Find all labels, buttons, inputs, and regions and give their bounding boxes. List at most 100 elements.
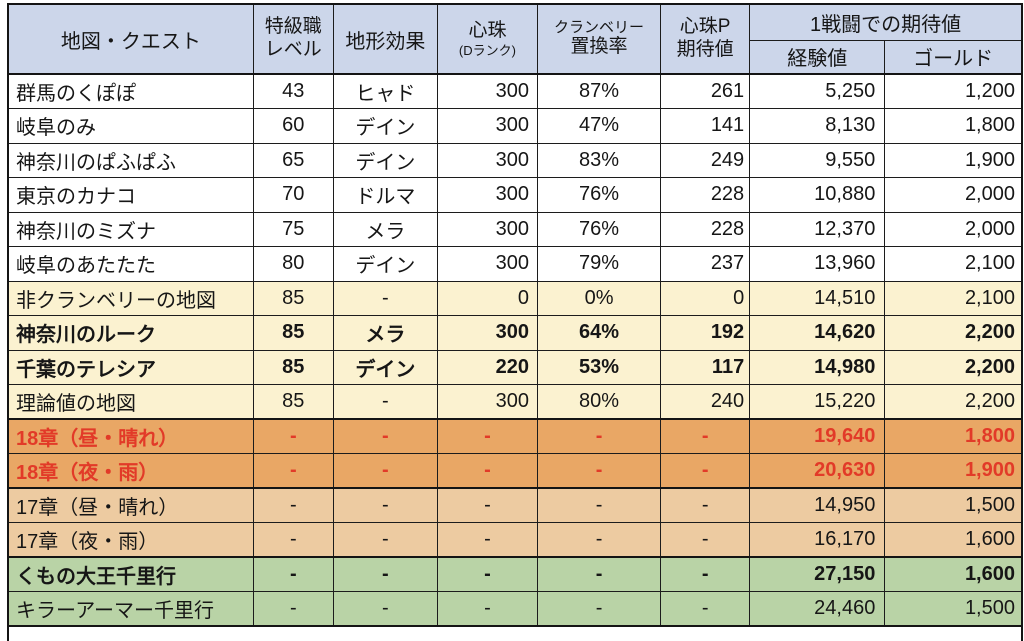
cell-pearl: 300 [436,108,539,144]
cell-exp: 13,960 [749,246,886,282]
cell-terrain: - [332,556,438,592]
table-row: 東京のカナコ 70 ドルマ 300 76% 228 10,880 2,000 [7,177,1023,213]
cell-rate: 64% [536,315,662,351]
cell-pearl-p: 240 [660,384,751,420]
cell-exp: 16,170 [749,522,886,558]
cell-gold: 1,900 [884,453,1023,489]
cell-map-name: キラーアーマー千里行 [7,591,254,627]
table-row: 神奈川のぱふぱふ 65 デイン 300 83% 249 9,550 1,900 [7,142,1023,178]
cell-pearl-p: 0 [660,280,751,316]
cell-map-name: 非クランベリーの地図 [7,280,254,316]
cell-map-name: 岐阜のみ [7,108,254,144]
cell-exp: 12,370 [749,211,886,247]
col-header-pearl-p-line1: 心珠P [679,16,731,38]
cell-pearl-p: 249 [660,142,751,178]
cell-exp: 9,550 [749,142,886,178]
cell-pearl: - [436,453,539,489]
cell-exp: 8,130 [749,108,886,144]
cell-level: - [252,418,334,454]
col-header-pearl-line1: 心珠 [468,19,507,41]
table-row: 岐阜のあたたた 80 デイン 300 79% 237 13,960 2,100 [7,246,1023,282]
cell-rate: 83% [536,142,662,178]
cell-pearl: 300 [436,177,539,213]
cell-pearl-p: - [660,418,751,454]
cell-gold: 2,200 [884,384,1023,420]
cell-gold: 1,600 [884,556,1023,592]
header-row-sub: 経験値 ゴールド [8,39,1023,75]
cell-level: - [252,453,334,489]
cell-rate: 80% [536,384,662,420]
col-header-pearl-p: 心珠P 期待値 [660,3,751,75]
cell-exp: 19,640 [749,418,886,454]
cell-map-name: 千葉のテレシア [7,349,254,385]
cell-terrain: デイン [332,108,438,144]
cell-rate: 79% [536,246,662,282]
cell-gold: 2,100 [884,280,1023,316]
table-body: 群馬のくぽぽ 43 ヒャド 300 87% 261 5,250 1,200 岐阜のみ 60 デイン 3… [7,73,1023,641]
cell-gold: 2,100 [884,246,1023,282]
col-header-cranberry-rate-line1: クランベリー [554,18,645,36]
cell-pearl: 300 [436,315,539,351]
cell-level: 43 [252,73,334,109]
cell-terrain: ドルマ [332,177,438,213]
cell-map-name: 18章（夜・雨） [7,453,254,489]
cell-terrain: - [332,280,438,316]
cell-pearl-p: 228 [660,177,751,213]
table-row: 18章（夜・雨） - - - - -20,630 1,900 [7,453,1023,489]
cell-exp: 20,630 [749,453,886,489]
cell-rate: - [536,487,662,523]
cell-pearl: - [436,591,539,627]
cell-rate: - [536,556,662,592]
cell-level: 80 [252,246,334,282]
cell-rate: - [536,522,662,558]
cell-level: - [252,487,334,523]
cell-rate: 0% [536,280,662,316]
cell-pearl-p: - [660,556,751,592]
col-header-pearl: 心珠 (Dランク) [436,3,539,75]
cell-terrain: - [332,591,438,627]
cell-rate: - [536,418,662,454]
cell-terrain: - [332,487,438,523]
cell-level: 85 [252,315,334,351]
table-header: 地図・クエスト 特級職 レベル 地形効果 心珠 (Dランク) クランベリー 置換… [7,3,1023,75]
cell-pearl: 300 [436,142,539,178]
cell-map-name: 岐阜のあたたた [7,246,254,282]
cell-terrain: - [332,522,438,558]
col-header-cranberry-rate: クランベリー 置換率 [536,3,662,75]
cell-gold: 1,500 [884,487,1023,523]
cell-exp: 27,150 [749,556,886,592]
cell-rate: 76% [536,211,662,247]
cell-gold: 2,200 [884,315,1023,351]
cell-pearl-p: 192 [660,315,751,351]
cell-pearl: 300 [436,211,539,247]
cell-map-name: 17章（夜・雨） [7,522,254,558]
table-row: キラーアーマー千里行 - - - - -24,460 1,500 [7,591,1023,627]
cell-pearl: 220 [436,349,539,385]
partial-row-cell [7,625,1023,641]
cell-pearl: - [436,522,539,558]
col-header-pearl-line2: (Dランク) [458,42,516,58]
col-header-exp: 経験値 [749,39,886,75]
cell-level: 85 [252,349,334,385]
col-header-level-line1: 特級職 [264,16,322,38]
cell-exp: 5,250 [749,73,886,109]
cell-pearl-p: 261 [660,73,751,109]
cell-gold: 1,900 [884,142,1023,178]
cell-rate: - [536,591,662,627]
cell-pearl-p: - [660,522,751,558]
cell-terrain: デイン [332,142,438,178]
cell-pearl-p: - [660,453,751,489]
cell-terrain: - [332,384,438,420]
cell-terrain: - [332,418,438,454]
cell-exp: 14,620 [749,315,886,351]
col-header-level: 特級職 レベル [252,3,334,75]
cell-map-name: 神奈川のミズナ [7,211,254,247]
table-row: 岐阜のみ 60 デイン 300 47% 141 8,130 1,800 [7,108,1023,144]
cell-pearl: - [436,418,539,454]
table-row: 17章（昼・晴れ） - - - - -14,950 1,500 [7,487,1023,523]
cell-level: 85 [252,280,334,316]
table-row: 千葉のテレシア 85 デイン 220 53% 117 14,980 2,200 [7,349,1023,385]
cell-pearl-p: 141 [660,108,751,144]
cell-pearl-p: 117 [660,349,751,385]
cell-map-name: 東京のカナコ [7,177,254,213]
